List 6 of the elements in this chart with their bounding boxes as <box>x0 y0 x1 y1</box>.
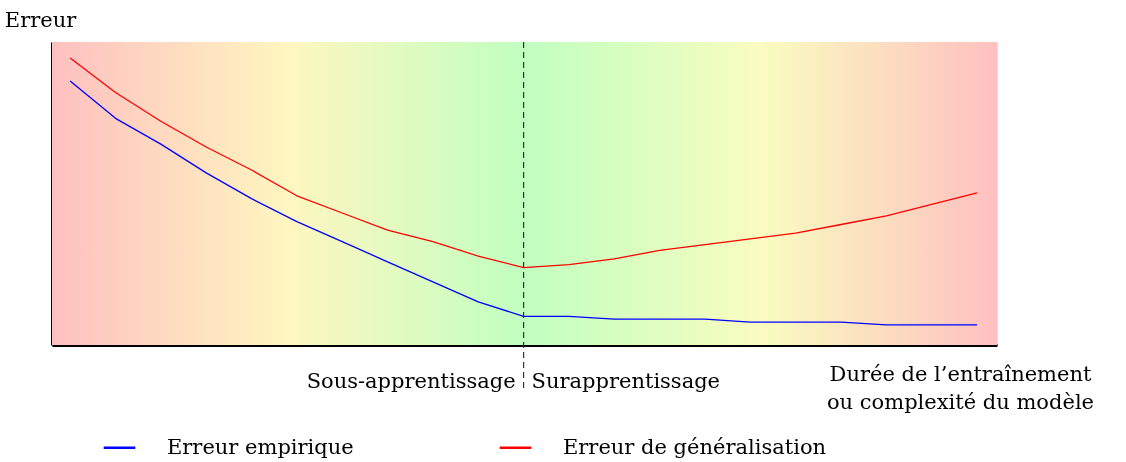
y-axis-title: Erreur <box>4 7 78 32</box>
legend-label: Erreur empirique <box>167 434 354 459</box>
legend-label: Erreur de généralisation <box>563 434 827 459</box>
text: Sous-apprentissage <box>306 369 516 393</box>
text: Surapprentissage <box>531 369 721 393</box>
x-axis-title: Durée de l’entraînement ou complexité du modèle <box>826 361 1095 414</box>
